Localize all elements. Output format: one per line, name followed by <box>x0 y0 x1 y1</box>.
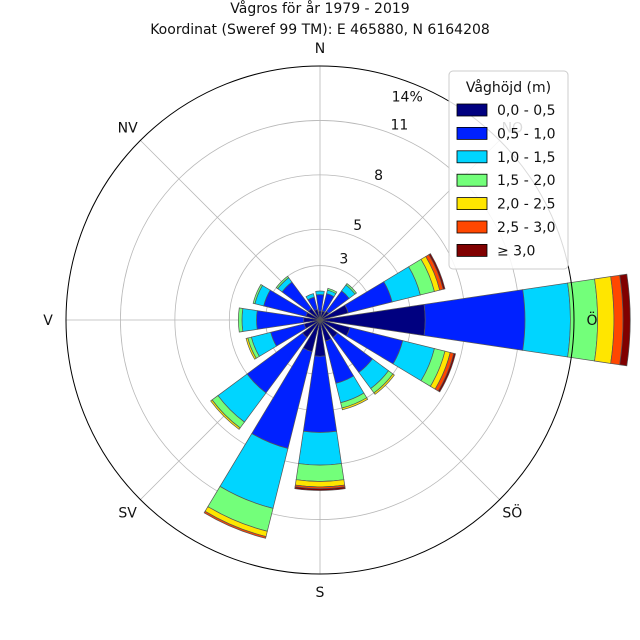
direction-label-2: Ö <box>586 311 597 329</box>
sector-4-bin-6 <box>619 273 631 367</box>
legend-swatch-0 <box>456 103 488 117</box>
sector-6-bin-4 <box>373 373 395 395</box>
legend-label-5: 2,5 - 3,0 <box>497 220 555 236</box>
sector-15-bin-2 <box>305 293 315 301</box>
legend-box <box>448 70 569 270</box>
legend-swatch-5 <box>456 220 488 234</box>
chart-title: Vågros för år 1979 - 2019 <box>230 0 409 17</box>
radial-tick-label-1: 5 <box>353 218 362 234</box>
sector-13-bin-3 <box>252 284 263 305</box>
sector-0-bin-2 <box>315 290 325 296</box>
sector-2-bin-3 <box>345 283 357 295</box>
direction-label-6: V <box>43 313 53 329</box>
sector-bars <box>203 253 631 539</box>
legend-label-4: 2,0 - 2,5 <box>497 197 555 213</box>
sector-4-bin-2 <box>522 282 571 358</box>
legend-label-0: 0,0 - 0,5 <box>497 103 555 119</box>
sector-12-bin-3 <box>238 307 244 333</box>
radial-tick-label-2: 8 <box>374 168 383 184</box>
legend-swatch-3 <box>456 173 488 187</box>
chart-subtitle: Koordinat (Sweref 99 TM): E 465880, N 61… <box>150 22 490 38</box>
sector-1-bin-3 <box>327 287 338 295</box>
direction-label-5: SV <box>118 505 137 521</box>
sector-8-bin-2 <box>298 430 342 466</box>
sector-3-bin-6 <box>428 253 446 290</box>
sector-5-bin-6 <box>437 352 456 393</box>
radial-tick-label-3: 11 <box>390 118 408 134</box>
polar-frame <box>65 65 575 575</box>
legend-label-2: 1,0 - 1,5 <box>497 150 555 166</box>
legend-label-6: ≥ 3,0 <box>497 243 535 259</box>
legend-label-1: 0,5 - 1,0 <box>497 126 555 142</box>
sector-11-bin-4 <box>245 337 257 360</box>
legend-label-3: 1,5 - 2,0 <box>497 173 555 189</box>
legend-title: Våghöjd (m) <box>466 79 551 96</box>
radial-tick-label-0: 3 <box>339 252 348 268</box>
sector-8-bin-6 <box>294 486 346 491</box>
legend: Våghöjd (m) 0,0 - 0,5 0,5 - 1,0 1,0 - 1,5 1,… <box>448 70 569 270</box>
direction-label-4: S <box>316 585 325 601</box>
direction-label-7: NV <box>118 121 138 137</box>
sector-9-bin-5 <box>203 510 267 539</box>
sector-7-bin-4 <box>341 397 369 411</box>
legend-swatch-2 <box>456 150 488 164</box>
sector-14-bin-3 <box>275 275 290 290</box>
direction-label-3: SÖ <box>502 503 522 521</box>
sector-10-bin-4 <box>210 399 241 430</box>
sector-8-bin-3 <box>295 463 345 482</box>
radial-max-label: 14% <box>392 89 423 105</box>
radial-tick-labels: 3 5 8 11 14% <box>339 89 422 267</box>
direction-label-0: N <box>315 41 325 57</box>
sector-12-bin-2 <box>241 308 258 332</box>
legend-swatch-1 <box>456 127 488 140</box>
legend-swatch-4 <box>456 197 488 211</box>
legend-swatch-6 <box>456 243 488 257</box>
